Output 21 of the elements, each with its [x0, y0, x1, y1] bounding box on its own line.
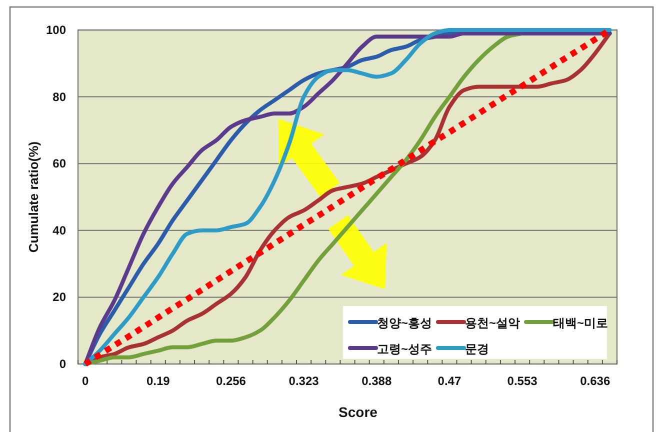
y-axis-title: Cumulate ratio(%): [26, 141, 41, 253]
x-axis-title: Score: [338, 404, 378, 420]
y-tick-label: 60: [52, 156, 66, 171]
y-tick-label: 40: [52, 223, 66, 238]
x-tick-label: 0.19: [146, 374, 170, 388]
y-tick-label: 80: [52, 90, 66, 104]
x-tick-label: 0.47: [438, 374, 462, 388]
legend-label: 태백~미로: [553, 316, 608, 330]
y-tick-label: 20: [52, 290, 66, 304]
x-tick-label: 0.256: [216, 374, 246, 388]
legend-label: 청양~홍성: [377, 316, 432, 330]
legend-label: 용천~설악: [465, 316, 520, 330]
legend-label: 문경: [465, 342, 489, 356]
legend-label: 고령~성주: [377, 342, 432, 356]
x-tick-label: 0.323: [288, 374, 320, 388]
x-tick-label: 0.388: [362, 374, 392, 388]
x-tick-label: 0: [82, 374, 89, 388]
y-tick-label: 0: [59, 357, 66, 371]
x-tick-label: 0.636: [580, 374, 610, 388]
y-tick-label: 100: [46, 23, 66, 37]
x-tick-label: 0.553: [507, 374, 538, 388]
